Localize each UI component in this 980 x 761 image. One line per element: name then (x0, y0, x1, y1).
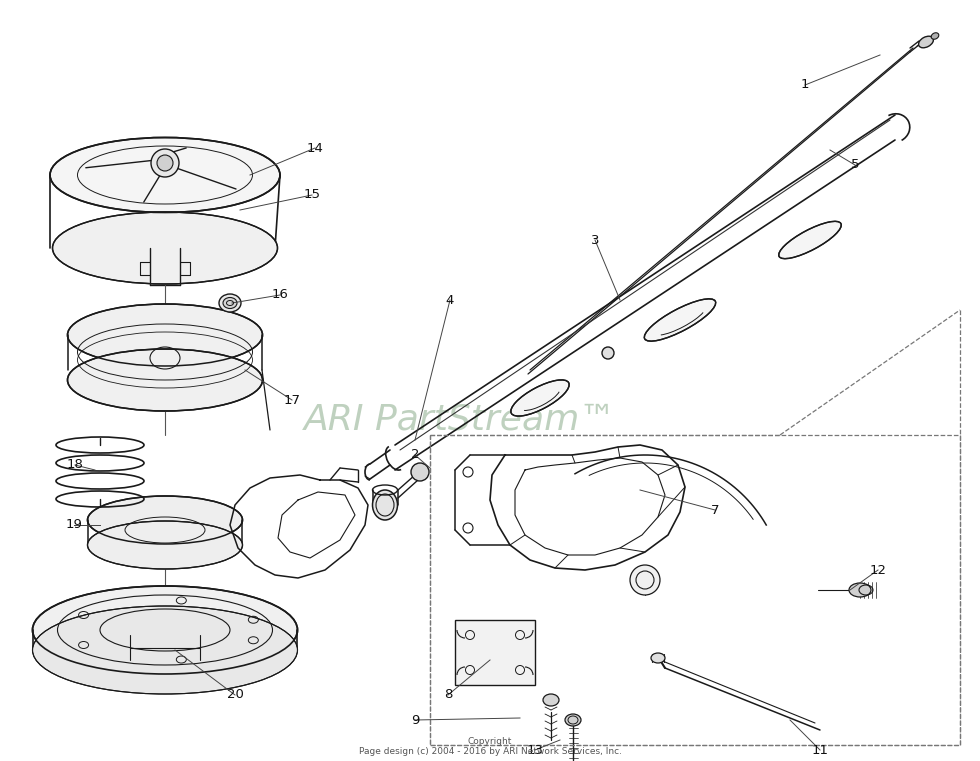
Text: 11: 11 (811, 743, 828, 756)
Text: 18: 18 (67, 458, 83, 472)
Bar (430, 435, 960, 745)
Ellipse shape (32, 586, 298, 674)
Text: 5: 5 (851, 158, 859, 171)
Text: 20: 20 (226, 689, 243, 702)
Ellipse shape (87, 521, 242, 569)
Ellipse shape (644, 299, 715, 341)
Text: ARI PartStream™: ARI PartStream™ (304, 403, 616, 437)
Ellipse shape (32, 606, 298, 694)
Text: 17: 17 (283, 393, 301, 406)
Ellipse shape (151, 149, 179, 177)
Ellipse shape (651, 653, 665, 663)
Text: 12: 12 (869, 563, 887, 577)
Text: 7: 7 (710, 504, 719, 517)
Ellipse shape (53, 212, 277, 284)
Ellipse shape (50, 138, 280, 212)
Ellipse shape (779, 221, 841, 259)
Text: 15: 15 (304, 189, 320, 202)
Text: 8: 8 (444, 689, 452, 702)
Ellipse shape (630, 565, 660, 595)
Text: 2: 2 (411, 448, 419, 461)
Text: 13: 13 (526, 743, 544, 756)
Ellipse shape (372, 490, 398, 520)
Ellipse shape (849, 583, 871, 597)
Ellipse shape (68, 349, 263, 411)
Text: 9: 9 (411, 714, 419, 727)
Ellipse shape (565, 714, 581, 726)
Text: 14: 14 (307, 142, 323, 154)
Ellipse shape (157, 155, 173, 171)
Ellipse shape (223, 298, 237, 308)
Ellipse shape (931, 33, 939, 40)
Text: 4: 4 (446, 294, 454, 307)
Ellipse shape (87, 496, 242, 544)
Ellipse shape (219, 294, 241, 312)
Text: 3: 3 (591, 234, 599, 247)
Text: 19: 19 (66, 518, 82, 531)
Ellipse shape (68, 304, 263, 366)
Ellipse shape (918, 37, 933, 48)
Ellipse shape (511, 380, 569, 416)
Ellipse shape (602, 347, 614, 359)
Text: 16: 16 (271, 288, 288, 301)
Bar (455, 620, 535, 685)
Ellipse shape (411, 463, 429, 481)
Ellipse shape (543, 694, 559, 706)
Text: Copyright: Copyright (467, 737, 513, 747)
Text: 1: 1 (801, 78, 809, 91)
Text: Page design (c) 2004 - 2016 by ARI Network Services, Inc.: Page design (c) 2004 - 2016 by ARI Netwo… (359, 747, 621, 756)
